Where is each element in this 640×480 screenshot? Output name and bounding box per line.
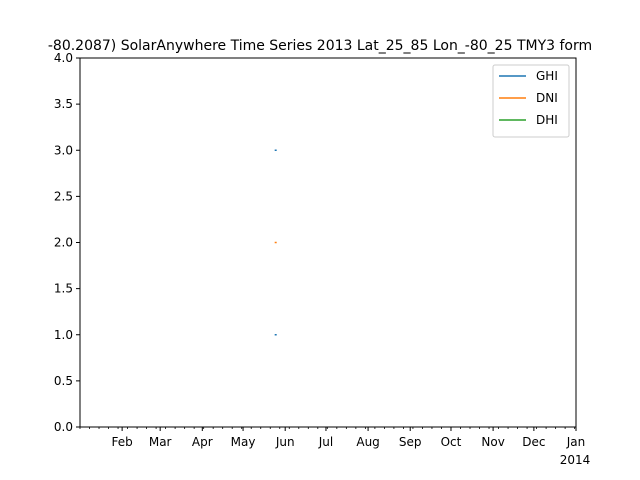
x-tick-label: Jul: [318, 435, 333, 449]
y-tick-label: 1.5: [54, 282, 73, 296]
x-tick-label: Oct: [441, 435, 462, 449]
y-tick-label: 3.0: [54, 143, 73, 157]
x-tick-label: Nov: [481, 435, 504, 449]
legend: GHI DNI DHI: [492, 64, 570, 138]
legend-label-ghi: GHI: [536, 69, 558, 83]
y-tick-label: 0.0: [54, 420, 73, 434]
y-tick-label: 1.0: [54, 328, 73, 342]
y-tick-label: 2.5: [54, 189, 73, 203]
y-tick-label: 4.0: [54, 51, 73, 65]
x-tick-label: Dec: [522, 435, 545, 449]
x-tick-label: Mar: [149, 435, 172, 449]
x-tick-label: Apr: [192, 435, 213, 449]
legend-frame: [492, 64, 570, 138]
x-tick-label: Jan: [566, 435, 586, 449]
legend-label-dni: DNI: [536, 91, 558, 105]
y-tick-label: 3.5: [54, 97, 73, 111]
chart-title: -80.2087) SolarAnywhere Time Series 2013…: [48, 38, 592, 54]
plot-area: 0.0 0.5 1.0 1.5 2.0 2.5 3.0 3.5 4.0 Feb Mar Apr May J…: [54, 51, 590, 467]
y-tick-label: 2.0: [54, 236, 73, 250]
legend-label-dhi: DHI: [536, 113, 558, 127]
x-tick-label: Sep: [399, 435, 422, 449]
x-tick-label: Jun: [275, 435, 295, 449]
x-tick-label: Aug: [356, 435, 379, 449]
x-tick-label: May: [231, 435, 256, 449]
y-tick-label: 0.5: [54, 374, 73, 388]
x-tick-sublabel: 2014: [560, 453, 591, 467]
x-tick-label: Feb: [112, 435, 133, 449]
